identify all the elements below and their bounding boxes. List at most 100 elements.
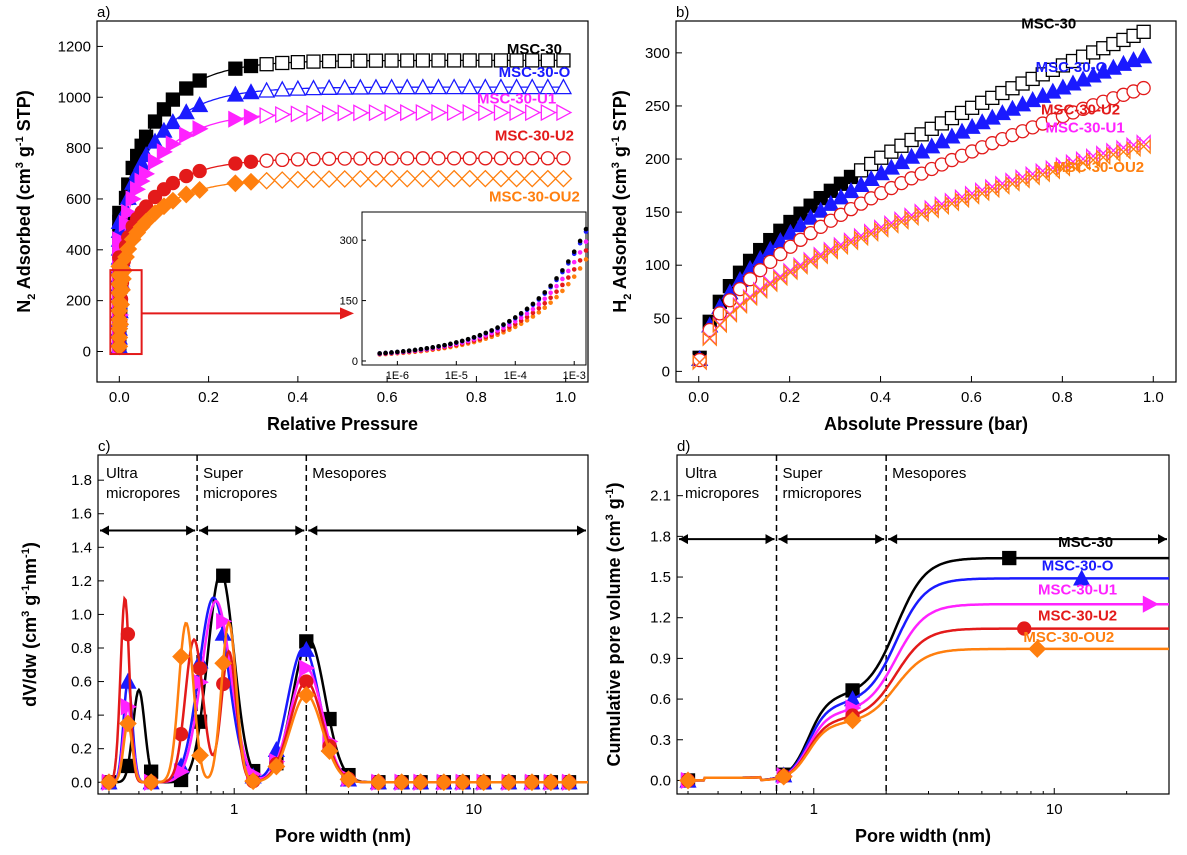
data-point — [321, 54, 337, 69]
data-point — [275, 152, 290, 168]
arrow-head — [308, 525, 318, 536]
inset-point — [518, 315, 524, 321]
x-tick-label: 0.0 — [109, 389, 130, 406]
data-point — [1142, 595, 1159, 613]
data-point — [367, 78, 385, 95]
y-tick-label: 0 — [83, 343, 91, 360]
data-point — [732, 297, 748, 315]
data-point — [507, 169, 526, 188]
inset-point — [436, 343, 441, 349]
data-point — [273, 171, 292, 189]
y-tick-label: 300 — [645, 45, 670, 62]
data-point — [156, 143, 173, 161]
x-axis-label: Absolute Pressure (bar) — [824, 414, 1028, 434]
series-line — [109, 571, 588, 784]
data-point — [476, 78, 494, 95]
y-tick-label: 0.4 — [71, 707, 92, 724]
data-point — [538, 169, 557, 188]
data-point — [1015, 172, 1030, 189]
y-tick-label: 1.5 — [650, 569, 671, 586]
y-tick-label: 400 — [66, 242, 91, 259]
x-tick-label: 10 — [465, 801, 482, 818]
inset-point — [571, 267, 577, 272]
inset-point — [554, 289, 559, 294]
y-tick-label: 0.6 — [71, 674, 92, 691]
data-point — [560, 773, 578, 792]
data-point — [243, 154, 259, 169]
data-point — [179, 126, 196, 144]
data-point — [337, 151, 352, 166]
data-point — [257, 171, 276, 190]
data-point — [411, 773, 430, 792]
data-point — [259, 106, 276, 125]
x-tick-label: 0.2 — [198, 389, 219, 406]
inset-point — [536, 296, 542, 301]
arrow-head — [295, 525, 305, 536]
x-tick-label: 1.0 — [555, 389, 576, 406]
panel-a: 0.0 0.2 0.4 0.6 0.8 1.0 0 200 400 600 800 1000 1200 a… — [14, 4, 589, 434]
data-point — [179, 168, 194, 184]
data-point — [864, 225, 879, 243]
inset-point — [524, 314, 530, 320]
data-point — [228, 61, 243, 76]
data-point — [493, 53, 509, 68]
data-point — [523, 169, 542, 188]
x-axis-label: Relative Pressure — [267, 414, 418, 434]
data-point — [813, 248, 828, 265]
data-point — [884, 217, 899, 234]
data-point — [1136, 138, 1151, 155]
data-point — [273, 80, 291, 97]
data-point — [985, 182, 1000, 199]
inset-x-tick-label: 1E-3 — [563, 370, 586, 382]
data-point — [525, 103, 542, 122]
inset-point — [383, 350, 388, 356]
data-point — [290, 55, 306, 70]
data-point — [353, 104, 370, 122]
inset-point — [548, 283, 553, 289]
data-point — [290, 152, 306, 167]
series-label: MSC-30-U1 — [1038, 582, 1117, 599]
data-point — [351, 169, 370, 188]
inset-point — [489, 328, 494, 333]
inset-point — [471, 334, 477, 340]
panel-label: a) — [97, 4, 110, 21]
data-point — [525, 53, 540, 68]
panel-b: 0.0 0.2 0.4 0.6 0.8 1.0 0 50 100 150 200 250 300 b) Ab… — [610, 4, 1177, 434]
arrow-head — [778, 534, 788, 545]
y-tick-label: 0.0 — [71, 774, 92, 791]
data-point — [429, 78, 448, 95]
y-tick-label: 1.4 — [71, 539, 92, 556]
data-point — [267, 757, 286, 776]
x-axis-label: Pore width (nm) — [275, 826, 411, 846]
series-label: MSC-30-O — [499, 64, 571, 81]
inset-point — [424, 346, 430, 351]
data-point — [773, 246, 788, 262]
data-point — [165, 92, 181, 107]
series-label: MSC-30-OU2 — [1023, 629, 1114, 646]
data-point — [400, 53, 415, 68]
inset-point — [536, 305, 542, 311]
inset-point — [566, 275, 571, 280]
x-tick-label: 0.6 — [377, 389, 398, 406]
data-point — [692, 352, 707, 368]
arrow-head — [100, 525, 109, 536]
data-point — [297, 686, 316, 704]
data-point — [191, 746, 209, 765]
data-point — [214, 654, 233, 673]
data-point — [434, 773, 453, 792]
data-point — [415, 53, 430, 68]
data-point — [904, 210, 919, 227]
data-point — [190, 181, 209, 199]
data-point — [944, 195, 960, 212]
y-axis-label: dV/dw (cm3 g-1nm-1) — [20, 542, 40, 707]
data-point — [523, 78, 541, 95]
data-point — [119, 672, 137, 689]
inset-point — [507, 318, 512, 324]
inset-point — [448, 341, 453, 347]
inset-point — [548, 295, 553, 301]
data-point — [384, 53, 399, 68]
y-tick-label: 600 — [66, 191, 91, 208]
inset-point — [430, 345, 436, 350]
y-tick-label: 0.2 — [71, 741, 92, 758]
arrow-head — [765, 534, 775, 545]
